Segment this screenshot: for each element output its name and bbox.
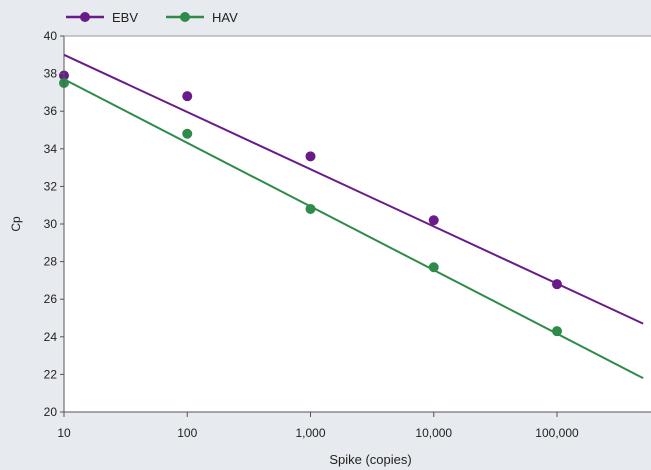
- x-tick-label: 10: [57, 426, 71, 440]
- y-tick-label: 40: [44, 29, 58, 43]
- point-hav: [305, 203, 316, 214]
- trendline-hav: [63, 78, 644, 380]
- y-tick-label: 32: [44, 179, 58, 193]
- point-hav: [428, 262, 439, 273]
- point-ebv: [182, 91, 193, 102]
- point-hav: [552, 326, 562, 337]
- x-tick-label: 100,000: [535, 426, 579, 440]
- point-ebv: [305, 151, 316, 162]
- y-tick-label: 34: [44, 142, 58, 156]
- legend-label-ebv: EBV: [112, 10, 138, 25]
- y-tick-label: 22: [44, 367, 58, 381]
- y-tick-label: 30: [44, 217, 58, 231]
- y-axis-label: Cp: [9, 216, 23, 232]
- y-tick-label: 28: [44, 255, 58, 269]
- trendline-ebv: [63, 53, 644, 325]
- trend-lines: [63, 53, 644, 380]
- x-tick-label: 1,000: [295, 426, 325, 440]
- plot-area: [64, 36, 651, 412]
- legend: EBV HAV: [66, 10, 238, 25]
- x-axis-label: Spike (copies): [329, 452, 411, 467]
- point-ebv: [428, 215, 439, 226]
- legend-label-hav: HAV: [212, 10, 238, 25]
- legend-marker-hav: [180, 12, 190, 22]
- x-tick-label: 10,000: [415, 426, 452, 440]
- y-tick-label: 26: [44, 292, 58, 306]
- x-tick-label: 100: [177, 426, 197, 440]
- y-tick-label: 24: [44, 330, 58, 344]
- legend-marker-ebv: [80, 12, 90, 22]
- y-tick-label: 20: [44, 405, 58, 419]
- y-tick-label: 36: [44, 104, 58, 118]
- axes: 20 22 24 26 28 30 32 34 36 38 40 10 100 1,000 10,000 10…: [44, 29, 651, 440]
- point-hav: [182, 128, 193, 139]
- point-ebv: [552, 279, 562, 290]
- y-tick-label: 38: [44, 67, 58, 81]
